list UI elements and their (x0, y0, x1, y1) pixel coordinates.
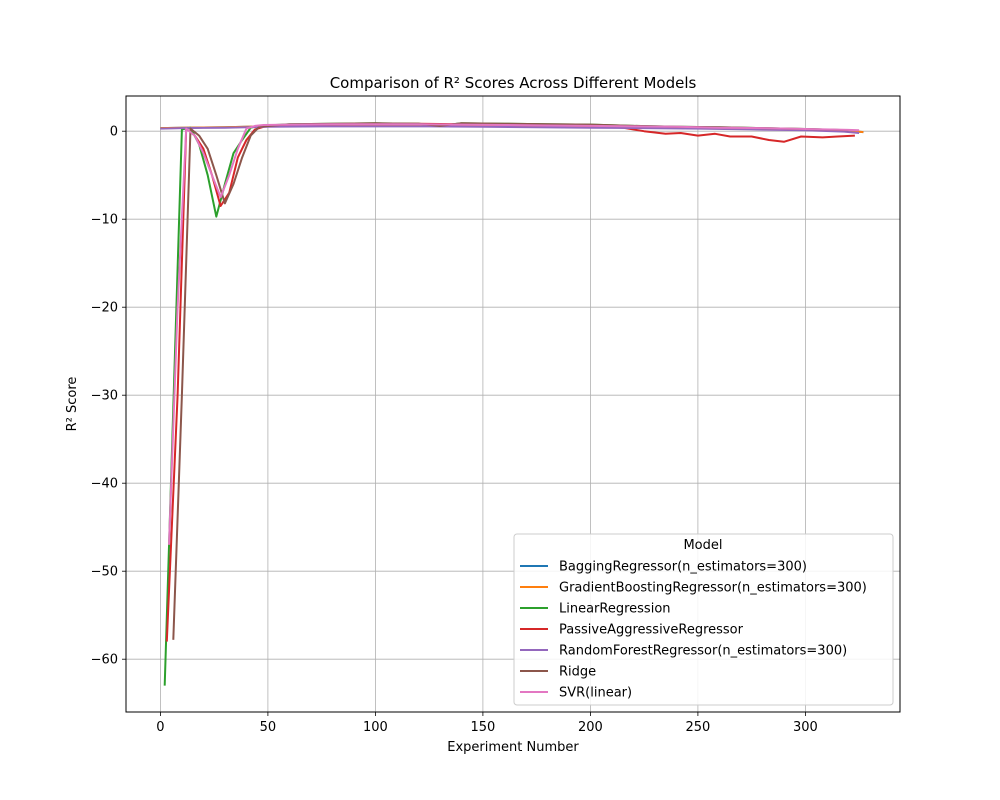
x-tick-label: 150 (470, 720, 495, 735)
y-tick-label: −10 (91, 213, 118, 228)
x-tick-label: 50 (260, 720, 277, 735)
y-tick-label: −30 (91, 389, 118, 404)
y-tick-label: −20 (91, 301, 118, 316)
series-line-4 (160, 125, 860, 134)
legend-item-label: RandomForestRegressor(n_estimators=300) (559, 644, 847, 659)
legend-item-label: BaggingRegressor(n_estimators=300) (559, 560, 807, 575)
chart-title: Comparison of R² Scores Across Different… (330, 74, 697, 92)
legend-item-label: SVR(linear) (559, 686, 632, 701)
series-line-6 (168, 123, 860, 545)
plot-frame (125, 95, 901, 713)
x-tick-label: 300 (793, 720, 818, 735)
x-axis-label: Experiment Number (447, 740, 579, 755)
y-tick-label: −50 (91, 565, 118, 580)
y-tick-label: −40 (91, 477, 118, 492)
x-tick-label: 200 (578, 720, 603, 735)
legend-item-label: LinearRegression (559, 602, 671, 617)
x-axis-ticks: 0 50 100 150 200 250 300 (156, 712, 818, 735)
series-layer (160, 122, 864, 686)
legend-items: BaggingRegressor(n_estimators=300) Gradie… (520, 560, 867, 701)
legend-title: Model (683, 538, 722, 553)
y-tick-label: −60 (91, 653, 118, 668)
legend-item-label: Ridge (559, 665, 596, 680)
legend-item-label: PassiveAggressiveRegressor (559, 623, 744, 638)
x-tick-label: 0 (156, 720, 164, 735)
legend-item-label: GradientBoostingRegressor(n_estimators=3… (559, 581, 867, 596)
y-tick-label: 0 (110, 125, 118, 140)
y-axis-label: R² Score (65, 377, 80, 432)
x-tick-label: 100 (363, 720, 388, 735)
legend: Model BaggingRegressor(n_estimators=300)… (513, 533, 894, 706)
legend-box (513, 533, 894, 706)
y-axis-ticks: 0 −10 −20 −30 −40 −50 −60 (91, 125, 126, 668)
x-tick-label: 250 (685, 720, 710, 735)
